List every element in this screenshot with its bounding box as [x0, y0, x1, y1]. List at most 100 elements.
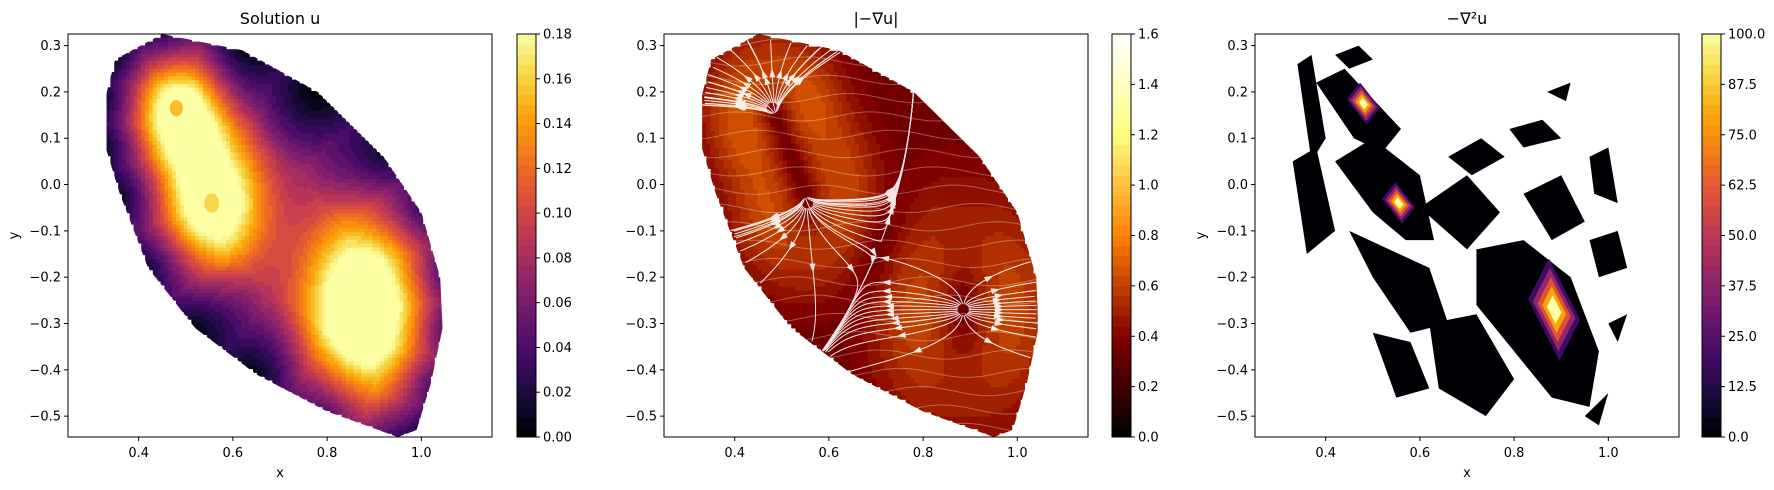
contour-cell [187, 174, 192, 180]
contour-cell [330, 334, 335, 339]
contour-cell [175, 284, 181, 290]
contour-cell [195, 53, 200, 58]
contour-cell [145, 201, 150, 206]
contour-cell [287, 121, 293, 126]
contour-cell [295, 376, 300, 381]
contour-cell [156, 83, 162, 88]
contour-cell [345, 250, 350, 256]
contour-cell [322, 387, 327, 392]
contour-cell [114, 87, 119, 92]
contour-cell [322, 235, 327, 240]
contour-cell [314, 243, 320, 248]
contour-cell [299, 144, 304, 149]
contour-cell [121, 167, 127, 172]
contour-cell [202, 315, 208, 320]
contour-cell [241, 53, 246, 58]
contour-cell [253, 121, 258, 126]
contour-cell [268, 64, 273, 69]
contour-cell [183, 296, 189, 301]
contour-cell [260, 182, 266, 187]
contour-cell [245, 322, 250, 328]
contour-cell [349, 246, 354, 252]
contour-cell [191, 303, 196, 309]
contour-cell [295, 379, 300, 385]
contour-cell [310, 129, 316, 134]
contour-cell [256, 193, 262, 199]
contour-cell [318, 254, 323, 259]
contour-cell [199, 326, 204, 332]
contour-cell [357, 178, 362, 183]
contour-cell [360, 372, 366, 377]
contour-cell [202, 235, 208, 240]
contour-cell [183, 163, 189, 168]
contour-cell [195, 239, 200, 244]
contour-cell [330, 372, 335, 377]
contour-cell [299, 170, 304, 176]
contour-cell [148, 91, 154, 96]
contour-cell [291, 315, 297, 320]
contour-cell [164, 75, 169, 81]
contour-cell [222, 322, 227, 328]
contour-cell [214, 315, 219, 320]
contour-cell [353, 311, 358, 316]
contour-cell [168, 292, 173, 297]
contour-cell [125, 136, 131, 142]
contour-cell [314, 311, 320, 316]
contour-cell [187, 125, 192, 130]
contour-cell [314, 182, 320, 187]
contour-cell [172, 205, 177, 210]
contour-cell [141, 197, 146, 202]
contour-cell [206, 182, 212, 187]
contour-cell [175, 235, 181, 240]
contour-cell [218, 64, 223, 69]
contour-cell [218, 75, 223, 81]
contour-cell [175, 231, 181, 237]
contour-cell [253, 201, 258, 206]
contour-cell [306, 246, 312, 252]
contour-cell [110, 136, 115, 142]
contour-cell [299, 220, 304, 225]
contour-cell [318, 136, 323, 142]
contour-cell [326, 205, 331, 210]
contour-cell [164, 167, 169, 172]
contour-cell [295, 110, 300, 115]
contour-cell [156, 224, 162, 229]
contour-cell [349, 379, 354, 385]
contour-cell [264, 265, 270, 271]
contour-cell [179, 292, 185, 297]
contour-cell [264, 91, 270, 96]
contour-cell [222, 56, 227, 62]
contour-cell [164, 125, 169, 130]
contour-cell [268, 163, 273, 168]
contour-cell [357, 379, 362, 385]
contour-cell [330, 315, 335, 320]
contour-cell [229, 345, 235, 351]
contour-cell [229, 311, 235, 316]
contour-cell [195, 151, 200, 157]
contour-cell [222, 296, 227, 301]
contour-cell [295, 281, 300, 286]
contour-cell [195, 220, 200, 225]
contour-cell [214, 319, 219, 324]
contour-cell [310, 319, 316, 324]
contour-cell [272, 159, 277, 164]
contour-cell [148, 79, 154, 85]
contour-cell [191, 148, 196, 153]
contour-cell [330, 189, 335, 195]
contour-cell [264, 189, 270, 195]
contour-cell [364, 246, 370, 252]
contour-cell [121, 178, 127, 183]
contour-cell [191, 254, 196, 259]
contour-cell [326, 391, 331, 396]
contour-cell [152, 45, 158, 50]
contour-cell [318, 262, 323, 267]
contour-cell [249, 98, 254, 104]
contour-cell [249, 319, 254, 324]
contour-cell [272, 121, 277, 126]
contour-cell [272, 216, 277, 221]
contour-cell [326, 349, 331, 354]
contour-cell [295, 117, 300, 123]
contour-cell [199, 182, 204, 187]
contour-cell [330, 258, 335, 263]
contour-cell [106, 87, 111, 92]
